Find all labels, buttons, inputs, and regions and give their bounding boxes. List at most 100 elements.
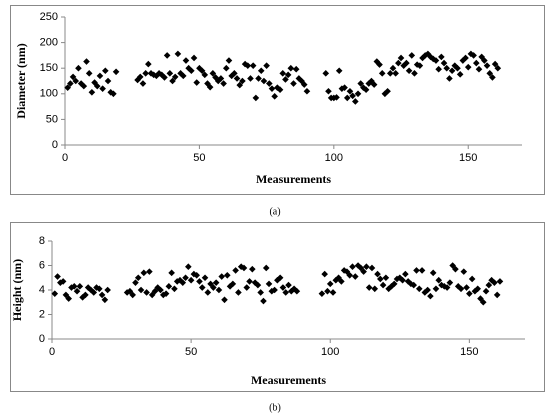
scatter-point <box>168 269 175 277</box>
scatter-point <box>188 67 195 75</box>
scatter-point <box>239 77 246 85</box>
scatter-point <box>371 285 379 293</box>
scatter-point <box>335 67 343 75</box>
scatter-point <box>252 94 260 102</box>
scatter-point <box>193 79 201 86</box>
scatter-point <box>88 88 96 96</box>
scatter-point <box>349 92 356 100</box>
y-tick-label: 8 <box>39 235 45 247</box>
scatter-point <box>408 52 416 59</box>
scatter-point <box>407 280 415 288</box>
scatter-point <box>198 284 206 291</box>
scatter-point <box>292 65 300 73</box>
scatter-point <box>257 67 265 75</box>
scatter-point <box>298 77 305 85</box>
scatter-point <box>435 65 442 73</box>
scatter-point <box>262 264 270 272</box>
scatter-point <box>340 267 348 274</box>
scatter-point <box>374 270 381 278</box>
scatter-point <box>287 287 295 295</box>
scatter-point <box>65 295 72 302</box>
scatter-point <box>489 74 496 81</box>
scatter-point <box>123 289 131 296</box>
scatter-point <box>377 275 384 283</box>
scatter-point <box>176 276 184 284</box>
scatter-point <box>376 61 383 68</box>
scatter-point <box>83 58 90 65</box>
scatter-point <box>325 87 332 95</box>
scatter-point <box>435 276 443 284</box>
scatter-point <box>217 75 225 82</box>
scatter-point <box>163 52 171 59</box>
scatter-point <box>76 283 84 290</box>
scatter-point <box>96 285 103 293</box>
scatter-point <box>326 280 334 288</box>
scatter-point <box>104 286 111 294</box>
scatter-point <box>491 60 499 68</box>
scatter-point <box>470 52 477 59</box>
scatter-point <box>153 72 160 80</box>
scatter-point <box>185 263 192 271</box>
scatter-point <box>333 94 340 101</box>
scatter-point <box>142 70 149 77</box>
scatter-point <box>290 80 297 87</box>
scatter-point <box>112 68 120 76</box>
scatter-point <box>154 284 162 291</box>
scatter-point <box>151 287 159 295</box>
scatter-point <box>474 285 481 293</box>
scatter-point <box>448 67 456 75</box>
scatter-point <box>226 283 234 290</box>
scatter-point <box>187 276 195 284</box>
scatter-point <box>69 73 77 81</box>
scatter-point <box>246 278 253 285</box>
scatter-point <box>254 281 262 289</box>
x-tick-label: 0 <box>62 152 68 164</box>
chart-frame <box>10 222 545 392</box>
scatter-point <box>343 94 351 102</box>
y-tick-label: 4 <box>39 284 45 296</box>
scatter-point <box>159 291 167 299</box>
scatter-point <box>410 281 418 289</box>
scatter-point <box>237 263 245 271</box>
scatter-point <box>338 278 345 285</box>
scatter-point <box>93 82 101 90</box>
scatter-point <box>140 269 148 277</box>
scatter-point <box>440 59 448 67</box>
scatter-point <box>59 278 67 285</box>
y-tick-label: 2 <box>39 308 45 320</box>
scatter-point <box>134 274 142 282</box>
scatter-point <box>483 62 491 69</box>
scatter-point <box>329 289 337 296</box>
scatter-point <box>473 59 480 67</box>
scatter-point <box>134 76 141 84</box>
scatter-point <box>405 67 413 75</box>
scatter-point <box>429 269 437 277</box>
scatter-point <box>146 268 153 275</box>
scatter-point <box>479 298 487 306</box>
y-axis-label: Diameter (nm) <box>14 43 28 118</box>
scatter-point <box>263 62 270 69</box>
scatter-point <box>268 85 276 92</box>
scatter-point <box>485 281 493 289</box>
x-tick-label: 50 <box>185 346 197 358</box>
scatter-point <box>235 289 242 296</box>
scatter-point <box>413 61 421 68</box>
scatter-point <box>481 57 488 64</box>
scatter-point <box>432 57 440 64</box>
scatter-point <box>274 84 281 91</box>
y-tick-label: 100 <box>40 88 58 100</box>
scatter-point <box>279 70 287 77</box>
scatter-point <box>354 90 362 98</box>
scatter-point <box>351 273 359 280</box>
scatter-point <box>104 77 112 85</box>
scatter-point <box>73 287 81 295</box>
scatter-point <box>198 67 206 75</box>
scatter-point <box>247 75 254 82</box>
scatter-point <box>463 284 470 291</box>
y-axis-label: Height (nm) <box>10 259 24 321</box>
scatter-point <box>201 71 209 79</box>
scatter-point <box>349 263 356 271</box>
x-tick-label: 150 <box>460 346 478 358</box>
scatter-point <box>84 284 92 291</box>
